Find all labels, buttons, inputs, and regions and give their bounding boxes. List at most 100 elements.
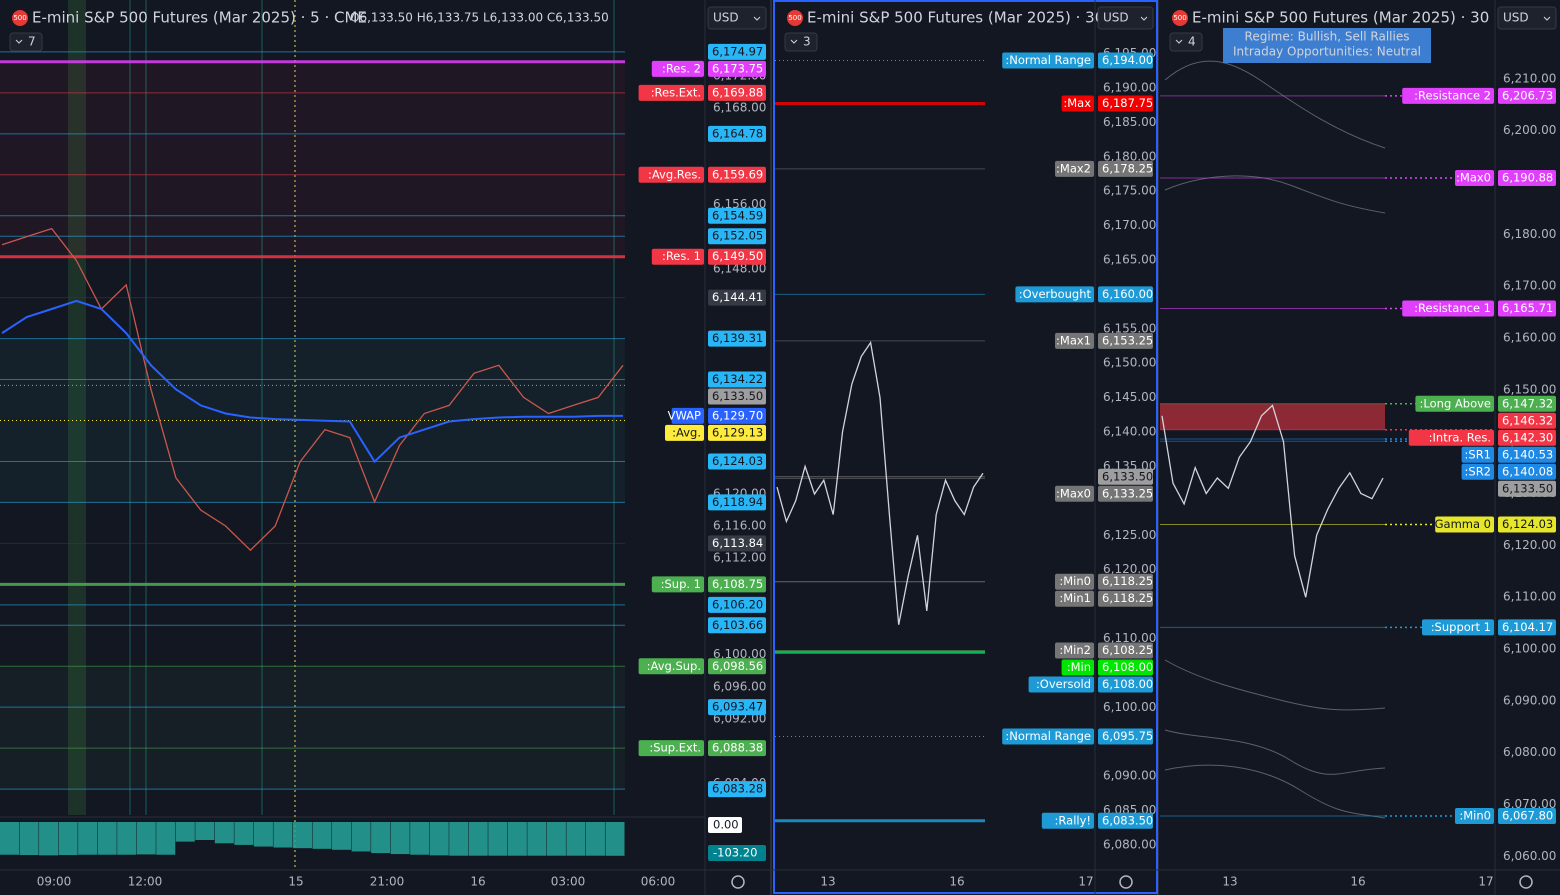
- oscillator-bar: [371, 822, 391, 854]
- series: [0, 227, 1384, 856]
- symbol-logo-text: 500: [13, 14, 26, 22]
- oscillator-bar: [156, 822, 176, 855]
- price-badge: [1098, 485, 1153, 502]
- level-tag: :Avg.Res.: [648, 167, 701, 181]
- price-badge: [1098, 676, 1153, 693]
- price-badge: [1098, 332, 1153, 349]
- price-badge-label: 6,093.47: [712, 700, 763, 714]
- level-tag-bg: [1461, 446, 1494, 463]
- headers: 500 E-mini S&P 500 Futures (Mar 2025) · 5…: [9, 6, 1557, 63]
- settings-icon[interactable]: [1119, 875, 1133, 889]
- y-tick-label: 6,096.00: [713, 679, 766, 693]
- y-tick-label: 6,148.00: [713, 261, 766, 275]
- y-tick-label: 6,168.00: [713, 100, 766, 114]
- price-badge: [1098, 728, 1153, 745]
- chevron: [15, 39, 23, 44]
- oscillator-bar: [488, 822, 508, 856]
- zone: [1160, 403, 1385, 430]
- level-tag-bg: [1015, 286, 1094, 303]
- oscillator-bar: [332, 822, 352, 850]
- price-badge: [1498, 87, 1556, 104]
- price-badge: [1498, 395, 1556, 412]
- x-tick-label: 15: [288, 875, 303, 889]
- level-tag-bg: [638, 166, 704, 183]
- price-badge: [708, 494, 766, 511]
- oscillator-bar: [273, 822, 293, 848]
- level-tag-bg: [638, 658, 704, 675]
- price-badge-label: 6,146.32: [1502, 413, 1553, 427]
- oscillator-bar: [585, 822, 605, 856]
- oscillator-bar: [195, 822, 215, 840]
- level-tag-bg: [665, 424, 704, 441]
- oscillator-bar: [58, 822, 78, 856]
- oscillator-bar: [175, 822, 195, 842]
- indicator-toggle[interactable]: [784, 32, 818, 52]
- price-badge-label: 6,140.08: [1502, 464, 1553, 478]
- symbol-logo: [1172, 10, 1188, 26]
- price-badge: [708, 424, 766, 441]
- level-tag-bg: [1055, 573, 1094, 590]
- oscillator-bar: [78, 822, 98, 855]
- y-tick-label: 6,170.00: [1503, 279, 1556, 293]
- price-badge: [708, 43, 766, 60]
- oscillator-bar: [351, 822, 371, 852]
- level-tag: :Min2: [1059, 643, 1091, 657]
- price-badge: [1098, 95, 1153, 112]
- y-tick-label: 6,150.00: [1503, 382, 1556, 396]
- level-tag-bg: [1061, 659, 1094, 676]
- settings-icon[interactable]: [1519, 875, 1533, 889]
- price-badge-label: 6,129.13: [712, 425, 763, 439]
- regime-box: [1223, 28, 1431, 63]
- level-tag-bg: [1028, 676, 1094, 693]
- level-tag-bg: [1055, 642, 1094, 659]
- x-tick-label: 06:00: [641, 875, 676, 889]
- settings-icon[interactable]: [731, 875, 745, 889]
- level-tag: :Min: [1067, 660, 1091, 674]
- oscillator-bar: [117, 822, 137, 855]
- indicator-toggle[interactable]: [9, 32, 43, 52]
- price-line: [776, 340, 984, 625]
- price-badge-label: 6,164.78: [712, 126, 763, 140]
- currency: USD: [1103, 11, 1129, 25]
- level-tag: :Sup. 1: [661, 577, 701, 591]
- currency-button[interactable]: [707, 6, 767, 30]
- oscillator-bar: [390, 822, 410, 855]
- y-tick-label: 6,090.00: [1103, 769, 1156, 783]
- level-tag: :Support 1: [1431, 620, 1491, 634]
- indicator-toggle[interactable]: [1169, 32, 1203, 52]
- price-badge-label: 6,095.75: [1102, 729, 1153, 743]
- price-badge: [1498, 412, 1556, 429]
- price-badge: [1498, 446, 1556, 463]
- price-badge: [708, 289, 766, 306]
- level-tag-bg: [1408, 429, 1494, 446]
- level-tag: :Resistance 1: [1414, 301, 1491, 315]
- currency-button[interactable]: [1497, 6, 1557, 30]
- price-badge-label: 6,104.17: [1502, 620, 1553, 634]
- price-badge: [708, 166, 766, 183]
- level-tag-bg: [651, 248, 704, 265]
- price-badge: [708, 740, 766, 757]
- price-badge-label: 6,113.84: [712, 536, 763, 550]
- price-badge: [1498, 463, 1556, 480]
- price-badge: [708, 596, 766, 613]
- level-tag-bg: [1415, 395, 1494, 412]
- y-tick-label: 6,125.00: [1103, 528, 1156, 542]
- y-tick-label: 6,165.00: [1103, 253, 1156, 267]
- price-badge: [1498, 480, 1556, 497]
- y-tick-label: 6,155.00: [1103, 321, 1156, 335]
- price-badge: [708, 388, 766, 405]
- level-tag: :Resistance 2: [1414, 88, 1491, 102]
- oscillator-bar: [507, 822, 527, 856]
- currency-button[interactable]: [1097, 6, 1154, 30]
- price-badge-label: 6,174.97: [712, 44, 763, 58]
- oscillator-label: 0.00: [713, 818, 739, 832]
- oscillator-bar: [292, 822, 312, 849]
- oscillator-bar: [605, 822, 625, 856]
- y-tick-label: 6,080.00: [1503, 745, 1556, 759]
- level-tag: :SR1: [1465, 447, 1491, 461]
- price-badge: [1498, 619, 1556, 636]
- price-badge-label: 6,142.30: [1502, 430, 1553, 444]
